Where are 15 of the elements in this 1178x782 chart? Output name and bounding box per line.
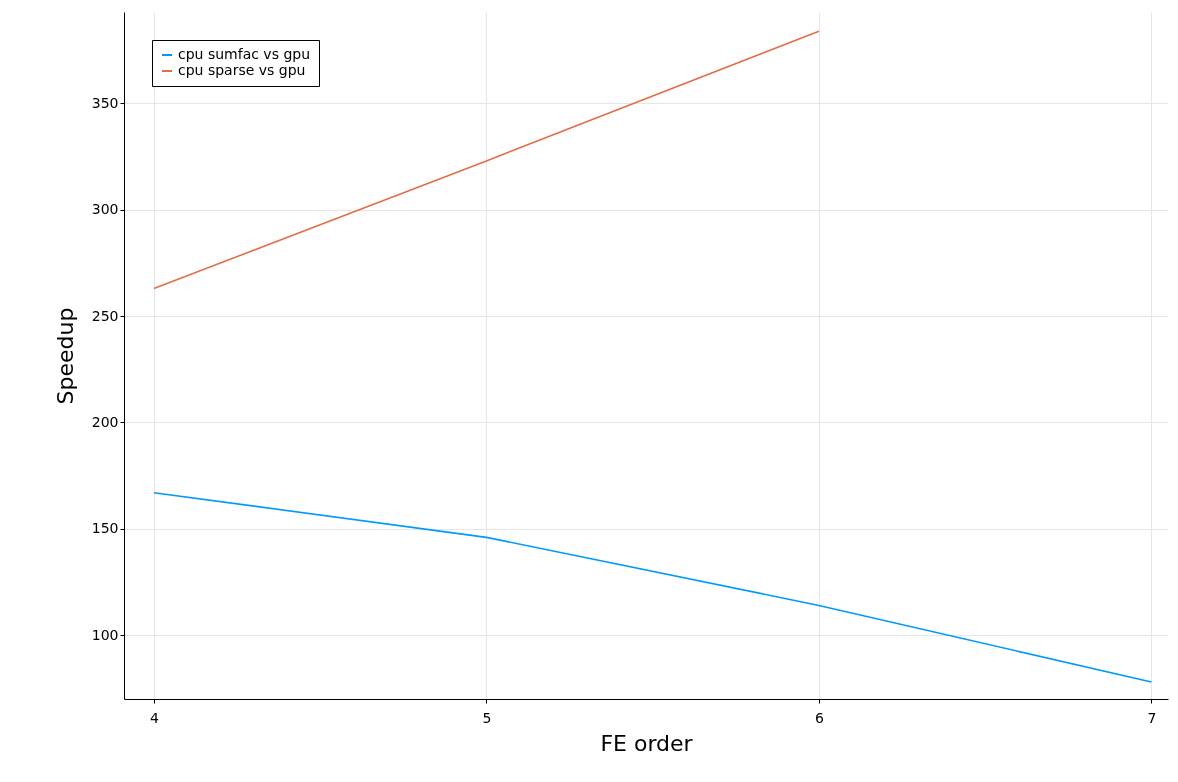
y-axis-title: Speedup xyxy=(52,307,78,405)
x-tick-label: 4 xyxy=(149,709,159,726)
y-tick-label: 250 xyxy=(91,307,119,324)
y-tick-label: 100 xyxy=(91,626,119,643)
x-tick-label: 7 xyxy=(1147,709,1157,726)
y-tick-label: 350 xyxy=(91,94,119,111)
x-tick-label: 5 xyxy=(482,709,492,726)
x-axis-title: FE order xyxy=(600,730,694,756)
y-tick-label: 300 xyxy=(91,201,119,218)
legend-label: cpu sparse vs gpu xyxy=(178,62,306,78)
y-tick-label: 150 xyxy=(91,520,119,537)
line-series xyxy=(153,491,1153,683)
y-tick-label: 200 xyxy=(91,414,119,430)
x-tick-label: 6 xyxy=(814,709,824,726)
legend-label: cpu sumfac vs gpu xyxy=(178,46,311,62)
